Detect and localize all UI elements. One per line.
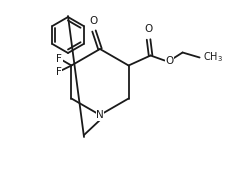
Text: F: F: [56, 54, 62, 63]
Text: CH$_3$: CH$_3$: [203, 51, 223, 64]
Text: O: O: [90, 16, 98, 26]
Text: F: F: [55, 67, 61, 77]
Text: O: O: [145, 25, 153, 35]
Text: N: N: [96, 110, 104, 120]
Text: O: O: [166, 55, 174, 66]
